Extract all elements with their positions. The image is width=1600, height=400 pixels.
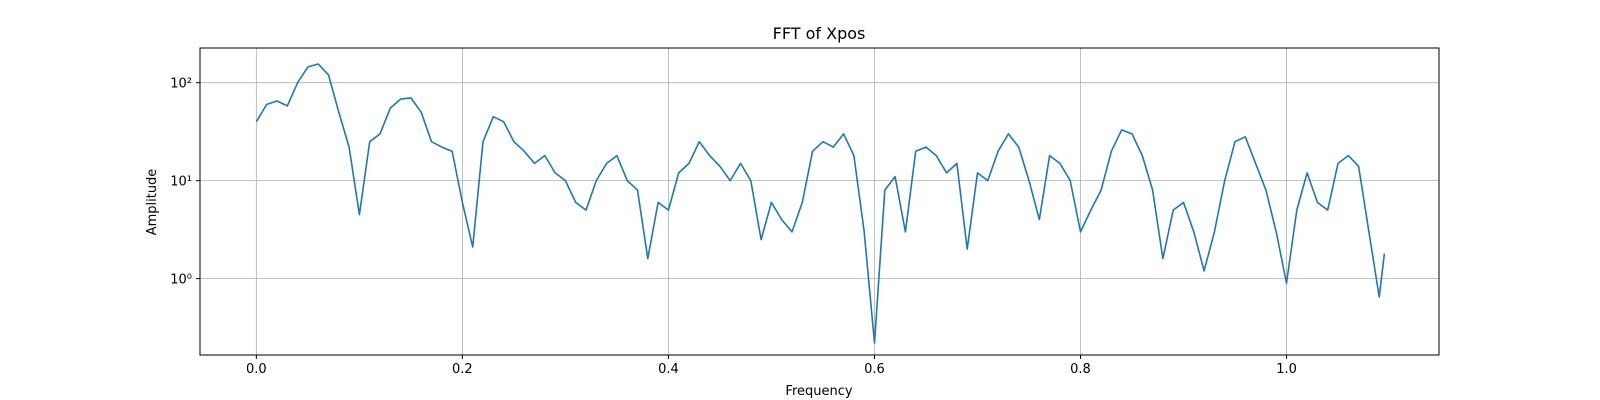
x-tick-label: 0.2 <box>452 362 473 377</box>
line <box>255 63 1386 344</box>
x-axis-label: Frequency <box>785 384 852 399</box>
plot-frame <box>199 47 1440 356</box>
x-tick-label: 0.4 <box>658 362 679 377</box>
x-tick-label: 1.0 <box>1276 362 1297 377</box>
x-tick-label: 0.8 <box>1070 362 1091 377</box>
y-tick-label: 10² <box>170 77 192 92</box>
y-axis-label: Amplitude <box>145 169 160 236</box>
y-tick-label: 10¹ <box>170 175 192 190</box>
x-tick-label: 0.0 <box>246 362 267 377</box>
chart-title: FFT of Xpos <box>773 24 866 43</box>
y-tick-label: 10⁰ <box>170 273 192 288</box>
x-tick-label: 0.6 <box>864 362 885 377</box>
